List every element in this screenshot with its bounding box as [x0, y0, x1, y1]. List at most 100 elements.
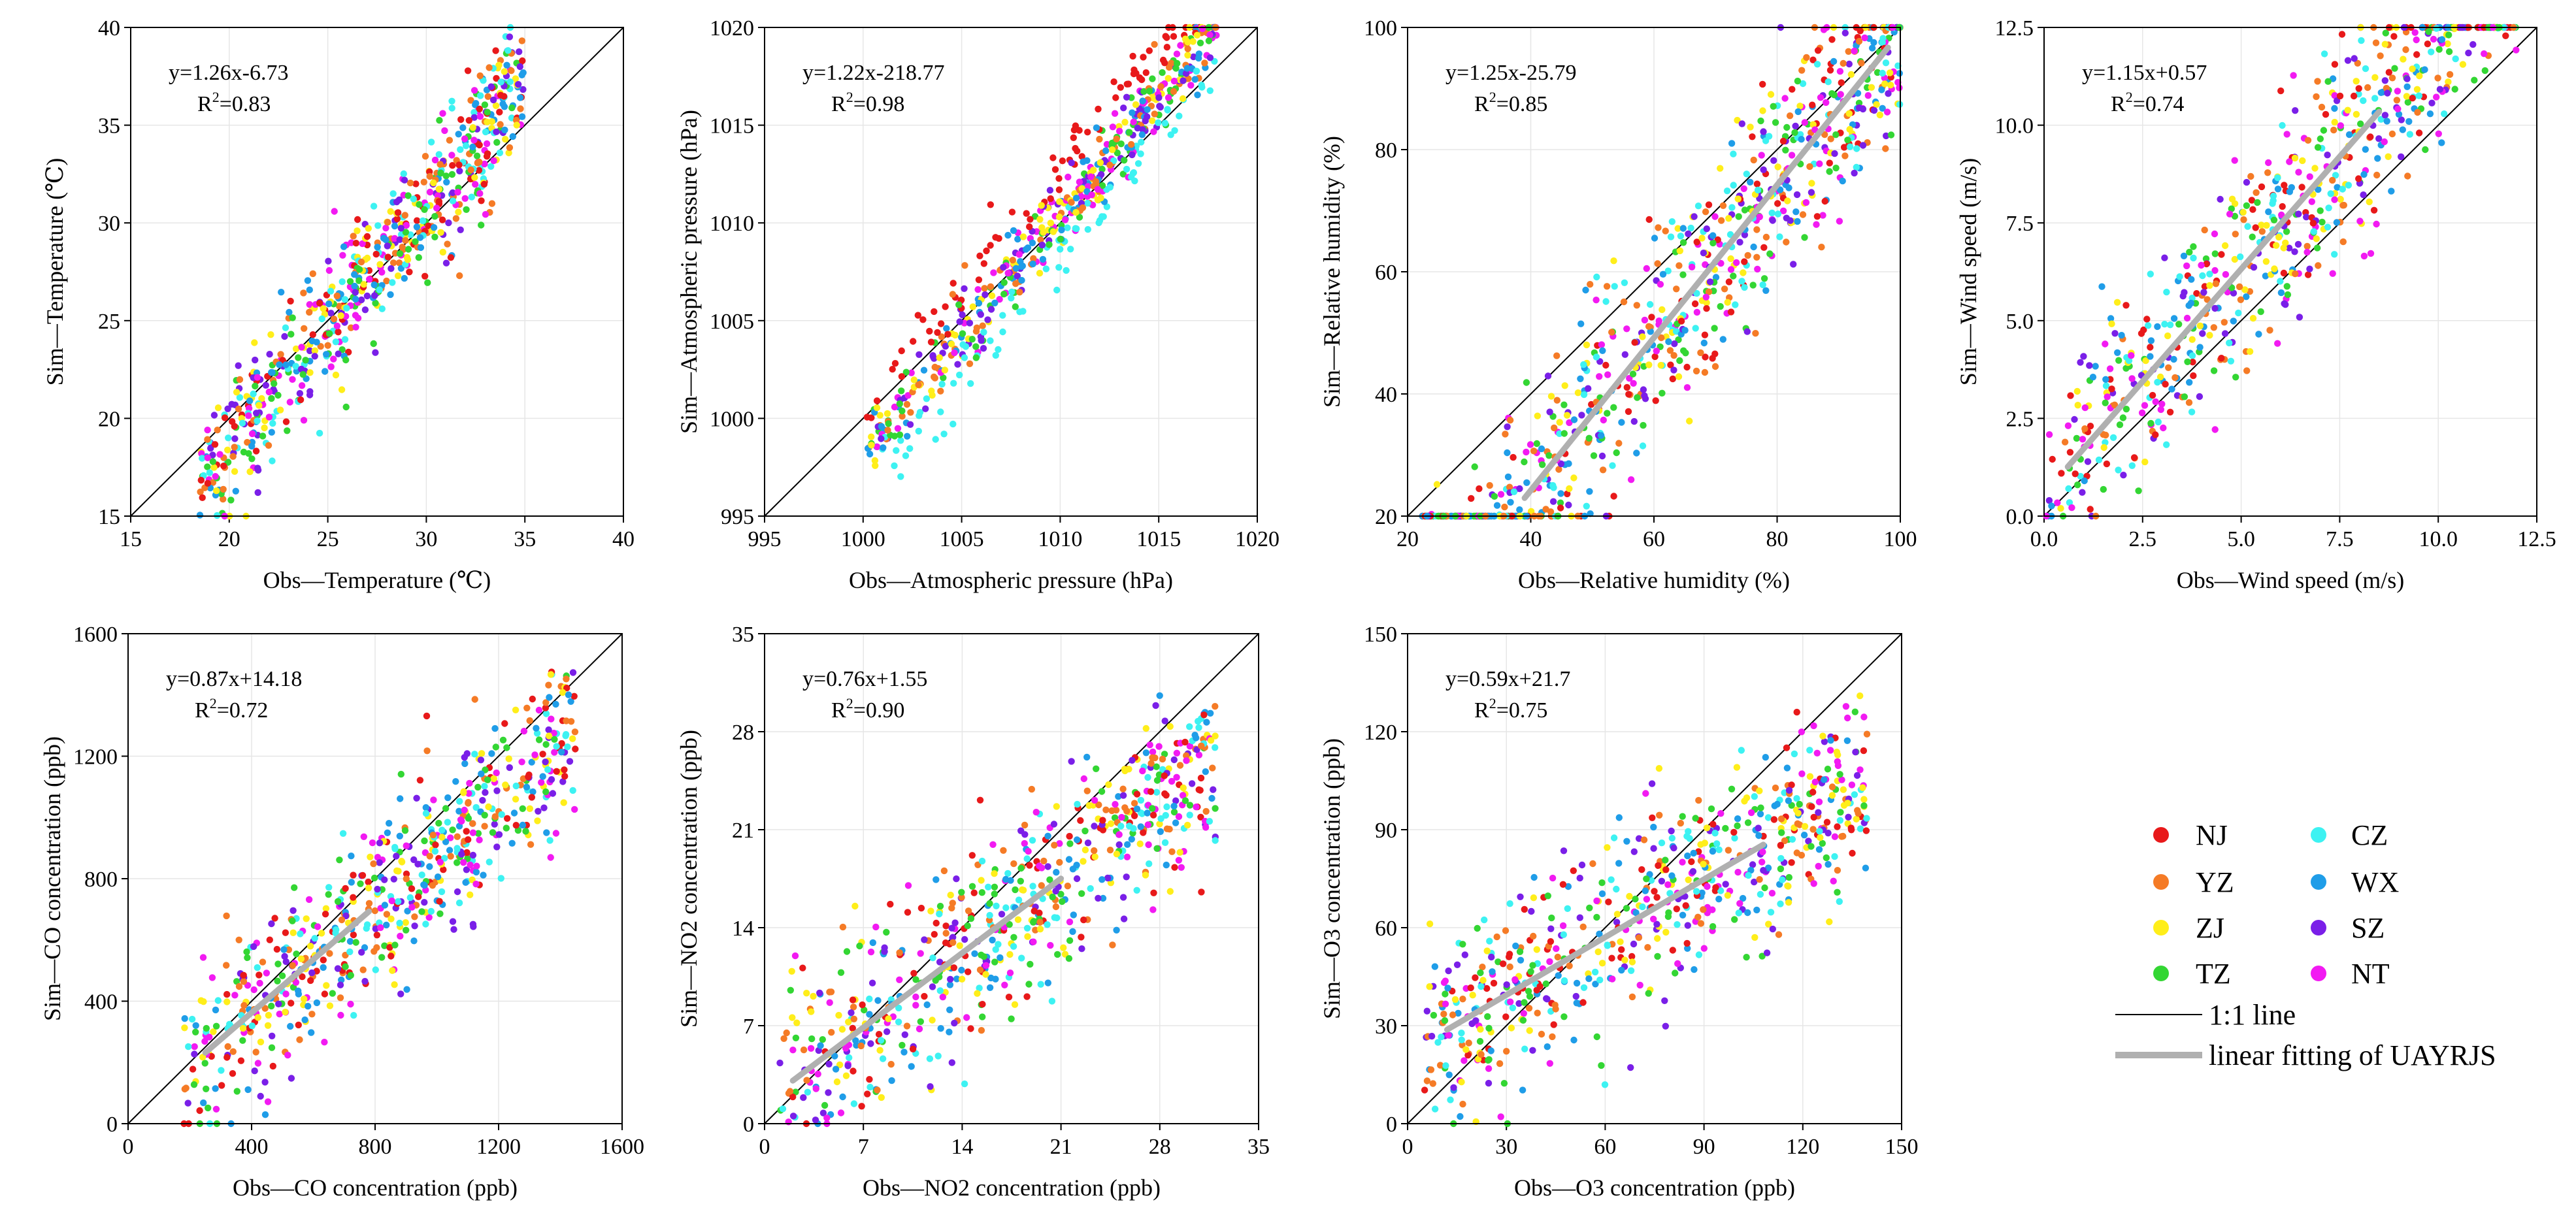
data-point-sz	[371, 292, 378, 299]
data-point-zj	[789, 1014, 796, 1021]
data-point-cz	[2163, 441, 2170, 448]
data-point-tz	[2436, 46, 2443, 53]
data-point-cz	[906, 445, 914, 452]
data-point-zj	[1585, 970, 1592, 977]
data-point-wx	[529, 788, 537, 796]
data-point-cz	[431, 847, 439, 855]
data-point-nt	[321, 1039, 328, 1046]
data-point-cz	[1611, 283, 1618, 290]
data-point-wx	[1587, 510, 1594, 517]
x-tick-label: 995	[748, 527, 782, 551]
data-point-sz	[2179, 293, 2187, 300]
data-point-yz	[324, 342, 331, 349]
data-point-nt	[2054, 499, 2061, 506]
data-point-tz	[1149, 75, 1156, 82]
data-point-sz	[1052, 887, 1059, 895]
data-point-sz	[1706, 278, 1714, 285]
data-point-wx	[2388, 187, 2395, 195]
data-point-cz	[1693, 888, 1700, 895]
data-point-nj	[849, 1024, 857, 1032]
data-point-wx	[313, 338, 320, 346]
data-point-wx	[523, 783, 531, 791]
data-point-cz	[378, 305, 386, 312]
data-point-nj	[295, 1021, 302, 1029]
data-point-sz	[2384, 90, 2391, 97]
data-point-nt	[894, 425, 902, 432]
data-point-wx	[558, 749, 565, 756]
data-point-wx	[426, 863, 433, 870]
data-point-tz	[936, 902, 944, 910]
data-point-tz	[1153, 845, 1161, 853]
data-point-tz	[1728, 785, 1736, 793]
data-point-wx	[1538, 445, 1545, 453]
data-point-nj	[875, 1031, 883, 1038]
data-point-cz	[2066, 499, 2073, 506]
data-point-yz	[517, 105, 524, 112]
data-point-wx	[1598, 890, 1606, 898]
data-point-wx	[413, 223, 421, 231]
data-point-zj	[851, 902, 859, 910]
data-point-nt	[2226, 210, 2234, 218]
data-point-yz	[223, 912, 230, 920]
data-point-cz	[2226, 339, 2233, 347]
data-point-nt	[812, 1085, 820, 1092]
data-point-wx	[510, 809, 518, 817]
data-point-yz	[1016, 289, 1023, 296]
data-point-tz	[342, 356, 350, 364]
data-point-wx	[2230, 317, 2237, 325]
data-point-nj	[316, 299, 323, 307]
data-point-nj	[1483, 985, 1491, 992]
data-point-yz	[1148, 760, 1155, 767]
data-point-yz	[1828, 783, 1836, 790]
data-point-wx	[520, 69, 527, 76]
data-point-wx	[396, 832, 403, 840]
data-point-cz	[779, 1105, 787, 1113]
data-point-sz	[1529, 1047, 1536, 1054]
data-point-tz	[2190, 243, 2197, 250]
data-point-yz	[1106, 161, 1114, 169]
data-point-nt	[1118, 813, 1125, 821]
data-point-cz	[438, 888, 446, 896]
data-point-tz	[204, 463, 211, 470]
data-point-sz	[1870, 106, 1878, 114]
data-point-nj	[449, 162, 456, 169]
data-point-nt	[1056, 840, 1063, 847]
data-point-nt	[837, 1109, 845, 1116]
data-point-yz	[2210, 324, 2217, 331]
data-point-nj	[1849, 849, 1856, 857]
data-point-nj	[1146, 47, 1153, 54]
data-point-sz	[1736, 238, 1743, 246]
data-point-wx	[1592, 981, 1599, 988]
data-point-cz	[2199, 272, 2206, 280]
data-point-cz	[2325, 204, 2332, 212]
data-point-zj	[512, 796, 520, 803]
data-point-nj	[1813, 213, 1821, 220]
data-point-tz	[2210, 367, 2218, 374]
x-tick-label: 30	[1495, 1135, 1517, 1159]
data-point-nj	[2350, 92, 2358, 100]
data-point-nj	[937, 320, 945, 327]
data-point-tz	[1545, 452, 1553, 459]
data-point-zj	[1686, 417, 1693, 425]
data-point-yz	[1068, 199, 1075, 206]
data-point-cz	[1776, 233, 1783, 240]
data-point-cz	[1715, 846, 1723, 854]
data-point-wx	[1444, 985, 1451, 992]
data-point-zj	[1819, 732, 1826, 740]
data-point-sz	[413, 794, 420, 802]
data-point-zj	[1132, 101, 1140, 108]
data-point-nt	[1549, 874, 1557, 882]
data-point-sz	[1170, 756, 1178, 764]
data-point-nt	[1115, 127, 1123, 135]
x-tick-label: 20	[218, 527, 240, 551]
data-point-tz	[1692, 815, 1699, 822]
data-point-nt	[916, 1025, 923, 1033]
data-point-sz	[1885, 90, 1892, 97]
data-point-wx	[1734, 815, 1742, 822]
data-point-cz	[487, 163, 495, 170]
data-point-nj	[501, 720, 508, 727]
data-point-wx	[1128, 836, 1136, 843]
data-point-yz	[277, 351, 284, 358]
data-point-zj	[2273, 242, 2280, 249]
data-point-nj	[1810, 813, 1817, 821]
